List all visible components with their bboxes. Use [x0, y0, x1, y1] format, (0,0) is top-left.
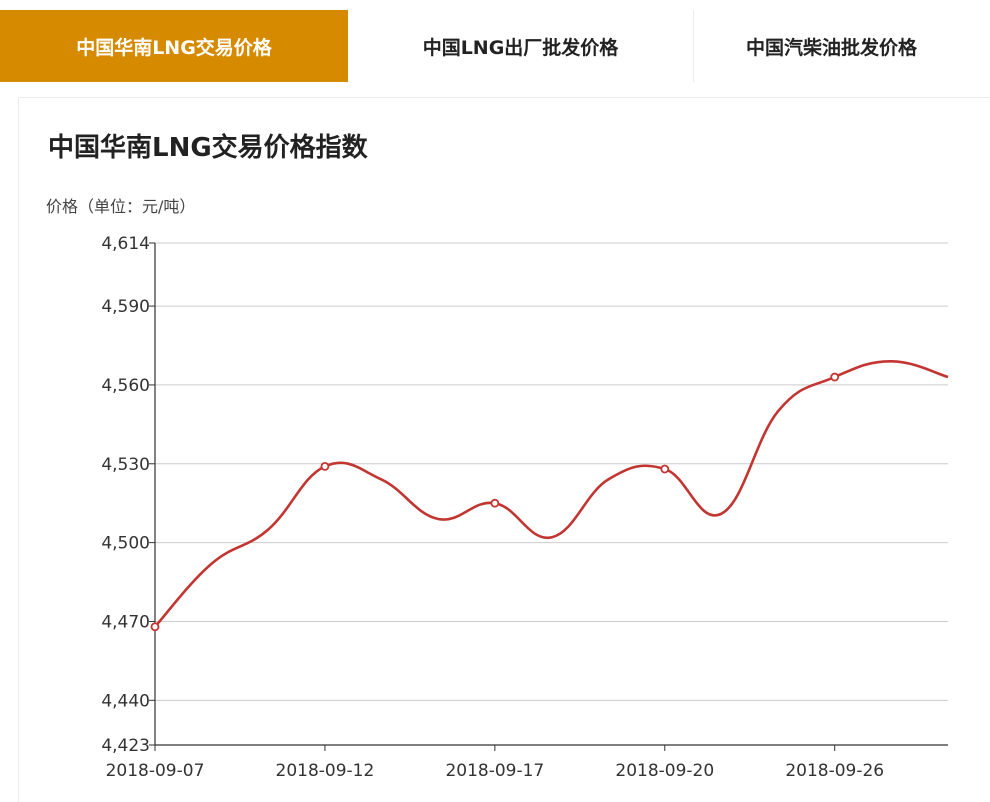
data-point[interactable]	[150, 622, 160, 632]
tab-lng-factory-wholesale-price[interactable]: 中国LNG出厂批发价格	[348, 10, 694, 82]
x-tick-label: 2018-09-07	[106, 761, 205, 781]
y-tick-label: 4,530	[101, 455, 150, 475]
chart-title: 中国华南LNG交易价格指数	[48, 133, 368, 163]
tab-south-china-lng-price[interactable]: 中国华南LNG交易价格	[0, 10, 348, 82]
y-tick-label: 4,590	[101, 297, 150, 317]
grid-lines	[155, 242, 948, 701]
y-tick-label: 4,614	[101, 234, 150, 254]
data-point[interactable]	[490, 498, 500, 508]
data-point[interactable]	[830, 372, 840, 382]
y-tick-labels: 4,423 4,440 4,470 4,500 4,530 4,560 4,590 4,614	[101, 234, 150, 756]
y-tick-label: 4,470	[101, 612, 150, 632]
y-tick-label: 4,423	[101, 736, 150, 756]
x-tick-label: 2018-09-26	[785, 761, 884, 781]
axes	[149, 242, 948, 751]
tab-fuel-wholesale-price[interactable]: 中国汽柴油批发价格	[746, 36, 918, 59]
x-tick-label: 2018-09-20	[615, 761, 714, 781]
x-tick-labels: 2018-09-07 2018-09-12 2018-09-17 2018-09-20…	[106, 761, 885, 781]
x-tick-label: 2018-09-17	[445, 761, 544, 781]
data-point[interactable]	[320, 462, 330, 471]
y-axis-unit-label: 价格（单位：元/吨）	[46, 197, 196, 216]
tab-bar: 中国华南LNG交易价格 中国LNG出厂批发价格 中国汽柴油批发价格	[0, 10, 990, 82]
series-line	[154, 359, 949, 628]
y-tick-label: 4,440	[101, 691, 150, 711]
data-point[interactable]	[660, 464, 670, 474]
y-tick-label: 4,500	[101, 534, 150, 554]
series	[150, 359, 949, 632]
y-tick-label: 4,560	[101, 376, 150, 396]
x-tick-label: 2018-09-12	[276, 761, 375, 781]
chart-panel	[18, 97, 990, 802]
